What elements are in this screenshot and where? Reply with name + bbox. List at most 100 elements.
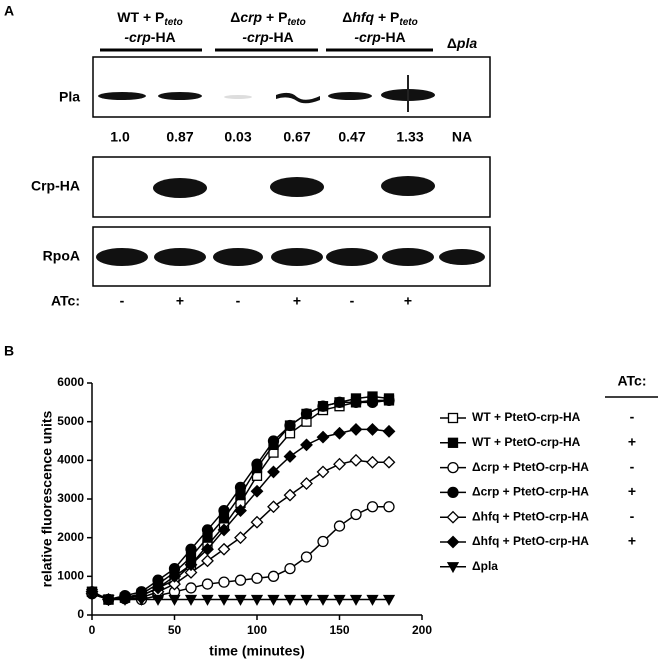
marker <box>317 400 329 412</box>
marker <box>300 408 313 420</box>
legend-marker <box>447 486 459 499</box>
quant: 0.03 <box>224 129 251 145</box>
row-label: Crp-HA <box>31 178 80 194</box>
marker <box>184 558 198 572</box>
legend-label: Δhfq + PtetO-crp-HA <box>472 534 589 548</box>
quant: 0.67 <box>283 129 310 145</box>
y-tick-label: 5000 <box>57 414 84 428</box>
marker <box>366 396 379 408</box>
legend-sign: - <box>630 409 635 425</box>
legend-marker <box>447 461 459 474</box>
quant: NA <box>452 129 472 145</box>
marker <box>250 484 264 498</box>
legend-label: WT + PtetO-crp-HA <box>472 410 581 424</box>
marker <box>349 594 363 606</box>
marker <box>184 594 198 606</box>
row-label: ATc: <box>51 293 80 309</box>
marker <box>251 572 263 584</box>
legend-marker <box>447 412 459 424</box>
atc-sign: + <box>404 293 412 309</box>
marker <box>251 458 263 470</box>
marker <box>218 576 230 588</box>
marker <box>151 581 165 595</box>
marker <box>234 531 247 545</box>
marker <box>234 504 247 518</box>
marker <box>267 435 280 447</box>
legend-marker <box>446 535 460 549</box>
legend-label: Δpla <box>472 559 498 573</box>
legend-sign: - <box>630 508 635 524</box>
y-tick-label: 1000 <box>57 569 84 583</box>
y-tick-label: 0 <box>77 607 84 621</box>
marker <box>201 594 214 606</box>
legend-label: Δhfq + PtetO-crp-HA <box>472 509 589 523</box>
atc-sign: + <box>176 293 184 309</box>
marker <box>333 396 346 408</box>
quant: 0.47 <box>338 129 365 145</box>
marker <box>184 566 198 579</box>
marker <box>350 396 362 408</box>
marker <box>366 501 379 513</box>
marker <box>234 574 247 586</box>
quant: 1.33 <box>396 129 423 145</box>
marker <box>300 551 313 563</box>
marker <box>168 594 181 606</box>
panel-label: B <box>4 343 14 359</box>
marker <box>201 524 214 536</box>
marker <box>333 594 346 606</box>
marker <box>201 542 214 556</box>
quant: 1.0 <box>110 129 130 145</box>
x-axis-label: time (minutes) <box>209 643 305 659</box>
marker <box>267 500 280 514</box>
legend-marker <box>446 510 460 524</box>
y-tick-label: 4000 <box>57 453 84 467</box>
marker <box>350 508 362 521</box>
legend-marker <box>446 562 460 574</box>
marker <box>283 594 297 606</box>
marker <box>382 455 396 469</box>
marker <box>317 535 329 548</box>
x-tick-label: 0 <box>89 623 96 637</box>
y-tick-label: 6000 <box>57 375 84 389</box>
marker <box>217 594 231 606</box>
group-header: WT + Pteto <box>117 9 182 28</box>
legend-sign: + <box>628 434 636 450</box>
marker <box>366 455 379 469</box>
marker <box>333 426 346 440</box>
legend-sign: + <box>628 533 636 549</box>
legend-sign: + <box>628 483 636 499</box>
marker <box>366 594 379 606</box>
y-tick-label: 3000 <box>57 491 84 505</box>
marker <box>333 520 346 532</box>
legend-label: WT + PtetO-crp-HA <box>472 435 581 449</box>
marker <box>349 422 363 436</box>
marker <box>284 419 296 432</box>
marker <box>283 450 297 463</box>
marker <box>267 570 280 582</box>
marker <box>218 504 230 517</box>
group-header: Δcrp + Pteto <box>230 9 306 28</box>
group-header: -crp-HA <box>242 29 293 45</box>
group-header: Δpla <box>447 35 478 51</box>
marker <box>300 438 313 452</box>
y-tick-label: 2000 <box>57 530 84 544</box>
marker <box>168 569 181 583</box>
marker <box>201 578 214 590</box>
atc-sign: - <box>350 293 355 309</box>
marker <box>250 515 264 529</box>
legend-sign: - <box>630 458 635 474</box>
marker <box>333 457 346 471</box>
row-label: Pla <box>59 89 80 105</box>
marker <box>118 594 132 606</box>
marker <box>300 594 313 606</box>
x-tick-label: 150 <box>329 623 349 637</box>
blot <box>92 56 491 118</box>
blot-bands <box>153 176 435 198</box>
legend-marker <box>447 437 459 448</box>
marker <box>135 594 148 606</box>
panel-label: A <box>4 3 14 19</box>
marker <box>316 594 330 606</box>
marker <box>201 554 214 568</box>
marker <box>349 453 363 467</box>
